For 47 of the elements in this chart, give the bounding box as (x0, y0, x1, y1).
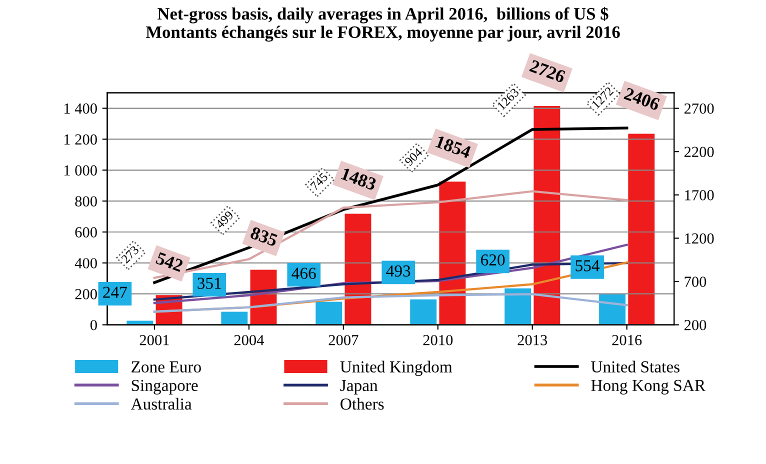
data-label: 1483 (340, 167, 377, 191)
data-label: 554 (576, 260, 600, 272)
y-tick-label: 400 (74, 258, 97, 268)
x-tick-label: 2001 (140, 334, 169, 346)
data-label: 835 (250, 226, 278, 247)
data-label: 542 (155, 252, 184, 272)
y-tick-label: 200 (75, 289, 97, 300)
legend-label: United States (591, 360, 680, 373)
legend-label: Others (340, 398, 384, 410)
legend-label: Japan (340, 380, 378, 394)
y2-tick-label: 1200 (685, 233, 714, 244)
data-label: 620 (481, 254, 505, 266)
y-tick-label: 1 000 (64, 165, 97, 176)
line-series (153, 293, 628, 313)
legend-label: Australia (130, 398, 192, 410)
y-tick-label: 800 (75, 196, 97, 207)
line-series (153, 190, 628, 279)
y-tick-label: 600 (75, 227, 97, 238)
data-label: 466 (292, 268, 316, 279)
y-tick-label: 1 200 (64, 134, 97, 145)
data-label: 351 (198, 278, 221, 289)
data-label: 247 (103, 286, 127, 298)
data-label: 273 (120, 245, 140, 264)
y2-tick-label: 2200 (684, 146, 714, 158)
y-tick-label: 0 (90, 320, 97, 330)
y2-tick-label: 200 (684, 320, 706, 330)
y2-tick-label: 1700 (685, 190, 714, 200)
legend-label: Singapore (132, 380, 198, 394)
x-tick-label: 2007 (328, 334, 358, 346)
x-tick-label: 2010 (423, 334, 453, 346)
legend-label: Hong Kong SAR (591, 380, 706, 394)
chart-title: Net-gross basis, daily averages in April 2016, billions of US $ Montants échangés sur le FOREX, moyenne par jour, avril 2016 (146, 6, 620, 42)
y-tick-label: 1 400 (64, 103, 97, 114)
data-label: 499 (215, 210, 234, 229)
legend-label: Zone Euro (132, 361, 201, 373)
x-tick-label: 2004 (234, 334, 264, 346)
data-label: 745 (310, 172, 328, 191)
data-label: 2726 (529, 60, 566, 83)
data-label: 1854 (435, 135, 472, 159)
data-label: 493 (386, 265, 410, 277)
x-tick-label: 2016 (612, 334, 642, 346)
y2-tick-label: 2700 (684, 103, 714, 114)
data-label: 904 (404, 147, 423, 166)
y2-tick-label: 700 (684, 276, 706, 287)
x-tick-label: 2013 (518, 334, 548, 346)
legend-label: United Kingdom (340, 360, 452, 376)
data-label: 2406 (624, 87, 660, 111)
